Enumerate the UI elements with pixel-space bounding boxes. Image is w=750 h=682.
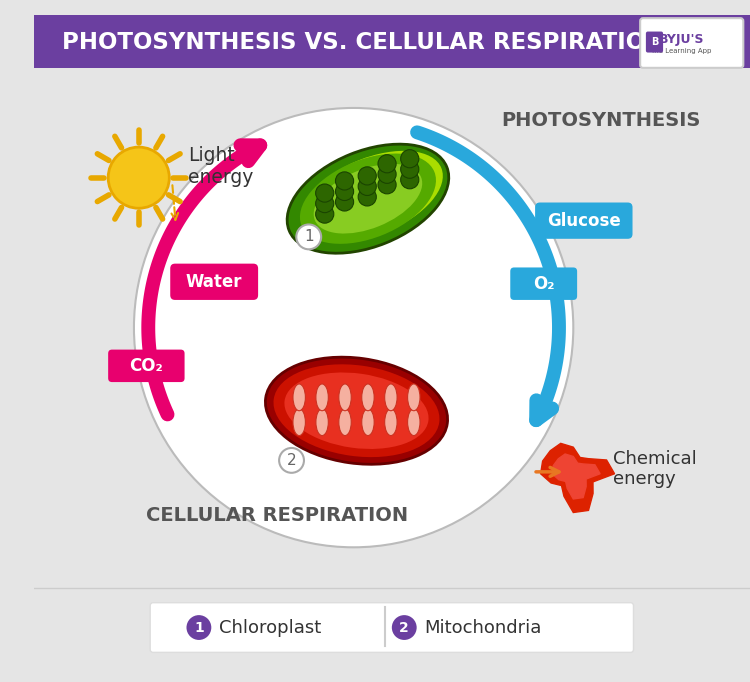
Text: Chloroplast: Chloroplast (219, 619, 321, 636)
Ellipse shape (287, 144, 448, 253)
Ellipse shape (385, 409, 397, 436)
Circle shape (400, 160, 418, 178)
Circle shape (187, 615, 211, 640)
Circle shape (358, 167, 376, 185)
Text: The Learning App: The Learning App (650, 48, 712, 54)
Text: 1: 1 (194, 621, 204, 634)
Circle shape (296, 224, 321, 250)
Text: BYJU'S: BYJU'S (658, 33, 704, 46)
Text: 2: 2 (286, 453, 296, 468)
FancyBboxPatch shape (34, 15, 750, 68)
Polygon shape (541, 443, 614, 512)
Ellipse shape (316, 384, 328, 411)
Ellipse shape (293, 384, 305, 411)
Circle shape (400, 149, 418, 168)
Ellipse shape (302, 151, 442, 241)
Circle shape (335, 193, 354, 211)
Text: Water: Water (186, 273, 242, 291)
Ellipse shape (385, 384, 397, 411)
Circle shape (378, 176, 396, 194)
Ellipse shape (314, 164, 422, 233)
Text: PHOTOSYNTHESIS: PHOTOSYNTHESIS (502, 111, 701, 130)
Circle shape (400, 170, 418, 189)
Circle shape (378, 165, 396, 183)
Circle shape (335, 172, 354, 190)
Text: B: B (651, 37, 658, 47)
Text: CO₂: CO₂ (130, 357, 164, 375)
FancyBboxPatch shape (535, 203, 632, 239)
Text: 2: 2 (399, 621, 409, 634)
Ellipse shape (293, 409, 305, 436)
Ellipse shape (339, 409, 351, 436)
Circle shape (358, 177, 376, 196)
Ellipse shape (316, 409, 328, 436)
FancyBboxPatch shape (170, 264, 258, 300)
Ellipse shape (407, 409, 420, 436)
FancyBboxPatch shape (646, 31, 663, 53)
Text: Chemical
energy: Chemical energy (614, 449, 698, 488)
Ellipse shape (266, 357, 448, 464)
Circle shape (134, 108, 573, 548)
Text: PHOTOSYNTHESIS VS. CELLULAR RESPIRATION: PHOTOSYNTHESIS VS. CELLULAR RESPIRATION (62, 31, 664, 54)
Circle shape (392, 615, 417, 640)
Circle shape (378, 155, 396, 173)
Text: Mitochondria: Mitochondria (424, 619, 542, 636)
FancyArrowPatch shape (536, 467, 559, 476)
Ellipse shape (300, 153, 436, 244)
Ellipse shape (362, 384, 374, 411)
Ellipse shape (274, 364, 440, 457)
Ellipse shape (284, 372, 428, 449)
FancyBboxPatch shape (510, 267, 577, 300)
Ellipse shape (407, 384, 420, 411)
Circle shape (358, 188, 376, 206)
Circle shape (279, 448, 304, 473)
Circle shape (316, 184, 334, 202)
FancyBboxPatch shape (150, 603, 634, 653)
Ellipse shape (362, 409, 374, 436)
Ellipse shape (339, 384, 351, 411)
Text: 1: 1 (304, 229, 313, 244)
Text: Light
energy: Light energy (188, 146, 254, 187)
Text: CELLULAR RESPIRATION: CELLULAR RESPIRATION (146, 506, 409, 525)
Circle shape (108, 147, 170, 208)
Polygon shape (552, 454, 600, 499)
Circle shape (316, 205, 334, 223)
FancyBboxPatch shape (108, 350, 184, 382)
Circle shape (335, 182, 354, 201)
FancyBboxPatch shape (640, 18, 743, 68)
Text: O₂: O₂ (533, 275, 554, 293)
Circle shape (316, 194, 334, 213)
Text: Glucose: Glucose (547, 211, 621, 230)
